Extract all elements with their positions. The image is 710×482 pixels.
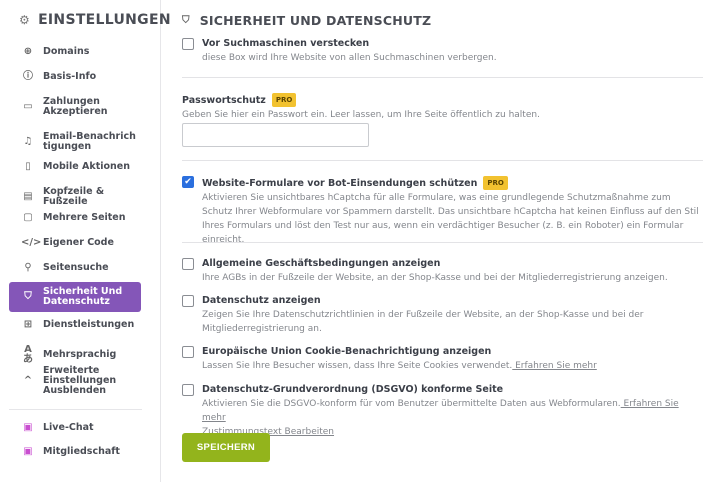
settings-header: ⚙ EINSTELLUNGEN bbox=[19, 12, 171, 28]
divider bbox=[182, 160, 703, 161]
chat-icon: ▣ bbox=[23, 422, 33, 433]
shield-icon: ⛉ bbox=[24, 291, 32, 302]
sidebar-divider bbox=[9, 409, 142, 410]
gdpr-learn-more-link[interactable]: Erfahren Sie mehr bbox=[202, 399, 679, 423]
mobile-icon: ▯ bbox=[25, 161, 31, 172]
gdpr-option: Datenschutz-Grundverordnung (DSGVO) konf… bbox=[182, 384, 702, 439]
pages-icon: ▢ bbox=[23, 212, 33, 223]
sidebar-item-header-footer[interactable]: ▤ Kopfzeile & Fußzeile bbox=[9, 187, 141, 207]
pro-badge: PRO bbox=[271, 93, 297, 107]
terms-checkbox[interactable] bbox=[182, 258, 194, 270]
cookie-checkbox[interactable] bbox=[182, 346, 194, 358]
search-engines-checkbox[interactable] bbox=[182, 38, 194, 50]
divider bbox=[182, 77, 703, 78]
member-icon: ▣ bbox=[23, 446, 33, 457]
bot-protection-checkbox[interactable]: ✔ bbox=[182, 176, 194, 188]
search-engines-option: Vor Suchmaschinen verstecken diese Box w… bbox=[182, 38, 702, 65]
sidebar-item-basis-info[interactable]: ⓘ Basis-Info bbox=[23, 71, 97, 82]
sidebar-item-domains[interactable]: ⊕ Domains bbox=[9, 47, 141, 57]
info-icon: ⓘ bbox=[23, 71, 33, 82]
sidebar-item-hide-advanced[interactable]: ^ Erweiterte Einstellungen Ausblenden bbox=[9, 366, 116, 396]
chevron-up-icon: ^ bbox=[23, 375, 33, 386]
privacy-checkbox[interactable] bbox=[182, 295, 194, 307]
sidebar-item-pages[interactable]: ▢ Mehrere Seiten bbox=[9, 213, 141, 223]
pro-badge: PRO bbox=[483, 176, 508, 190]
gear-icon: ⚙ bbox=[19, 13, 31, 27]
sidebar-item-live-chat[interactable]: ▣ Live-Chat bbox=[9, 423, 141, 433]
cookie-option: Europäische Union Cookie-Benachrichtigun… bbox=[182, 346, 702, 373]
privacy-option: Datenschutz anzeigen Zeigen Sie Ihre Dat… bbox=[182, 295, 702, 336]
password-option: Passwortschutz PRO Geben Sie hier ein Pas… bbox=[182, 93, 540, 120]
translate-icon: Aあ bbox=[23, 344, 33, 365]
code-icon: </> bbox=[21, 237, 42, 248]
sidebar-item-multilingual[interactable]: Aあ Mehrsprachig bbox=[23, 344, 117, 365]
sidebar-item-membership[interactable]: ▣ Mitgliedschaft bbox=[9, 447, 141, 457]
wallet-icon: ▭ bbox=[23, 101, 33, 112]
sidebar-item-email-notifications[interactable]: ♫ Email-Benachrichtigungen bbox=[9, 132, 139, 152]
cookie-learn-more-link[interactable]: Erfahren Sie mehr bbox=[512, 361, 597, 371]
sidebar-item-payments[interactable]: ▭ Zahlungen Akzeptieren bbox=[9, 97, 129, 117]
divider bbox=[182, 242, 703, 243]
layout-icon: ▤ bbox=[23, 191, 33, 202]
shield-icon: ⛉ bbox=[182, 15, 190, 26]
search-icon: ⚲ bbox=[24, 262, 32, 273]
sidebar-item-services[interactable]: ⊞ Dienstleistungen bbox=[9, 320, 141, 330]
gdpr-checkbox[interactable] bbox=[182, 384, 194, 396]
bell-icon: ♫ bbox=[23, 136, 33, 147]
terms-option: Allgemeine Geschäftsbedingungen anzeigen… bbox=[182, 258, 702, 285]
sidebar-item-site-search[interactable]: ⚲ Seitensuche bbox=[9, 263, 141, 273]
sidebar-item-mobile[interactable]: ▯ Mobile Aktionen bbox=[9, 162, 141, 172]
sidebar-item-security[interactable]: ⛉ Sicherheit Und Datenschutz bbox=[9, 282, 141, 312]
page-title: ⛉ SICHERHEIT UND DATENSCHUTZ bbox=[182, 13, 432, 28]
bot-protection-option: ✔ Website-Formulare vor Bot-Einsendungen… bbox=[182, 176, 702, 247]
globe-icon: ⊕ bbox=[23, 46, 33, 57]
save-button[interactable]: SPEICHERN bbox=[182, 433, 270, 462]
edit-consent-text-link[interactable]: Zustimmungstext Bearbeiten bbox=[202, 427, 335, 437]
grid-icon: ⊞ bbox=[23, 319, 33, 330]
sidebar: ⚙ EINSTELLUNGEN ⊕ Domains ⓘ Basis-Info ▭ Zah… bbox=[0, 0, 171, 482]
sidebar-item-custom-code[interactable]: </> Eigener Code bbox=[21, 237, 114, 248]
password-input[interactable] bbox=[182, 123, 369, 147]
